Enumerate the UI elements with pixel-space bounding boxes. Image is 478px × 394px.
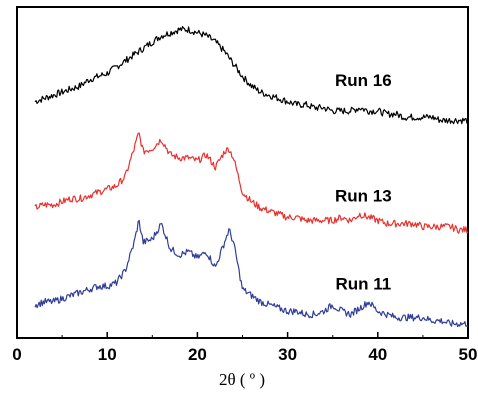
x-tick-label: 10 (98, 345, 117, 364)
series-line-run-13 (34, 132, 469, 234)
series-label: Run 11 (335, 274, 391, 293)
x-axis-title: 2θ ( º ) (219, 370, 265, 389)
x-tick-label: 0 (12, 345, 21, 364)
x-tick-label: 20 (188, 345, 207, 364)
series-line-run-11 (34, 219, 469, 328)
series-group (34, 26, 469, 328)
series-labels: Run 16 Run 13 Run 11 (335, 71, 392, 293)
x-axis-ticks: 0 10 20 30 40 50 (12, 332, 477, 364)
series-label: Run 16 (335, 71, 392, 90)
x-tick-label: 30 (278, 345, 297, 364)
x-tick-label: 50 (459, 345, 478, 364)
series-line-run-16 (34, 26, 469, 125)
series-label: Run 13 (335, 187, 392, 206)
x-tick-label: 40 (368, 345, 387, 364)
